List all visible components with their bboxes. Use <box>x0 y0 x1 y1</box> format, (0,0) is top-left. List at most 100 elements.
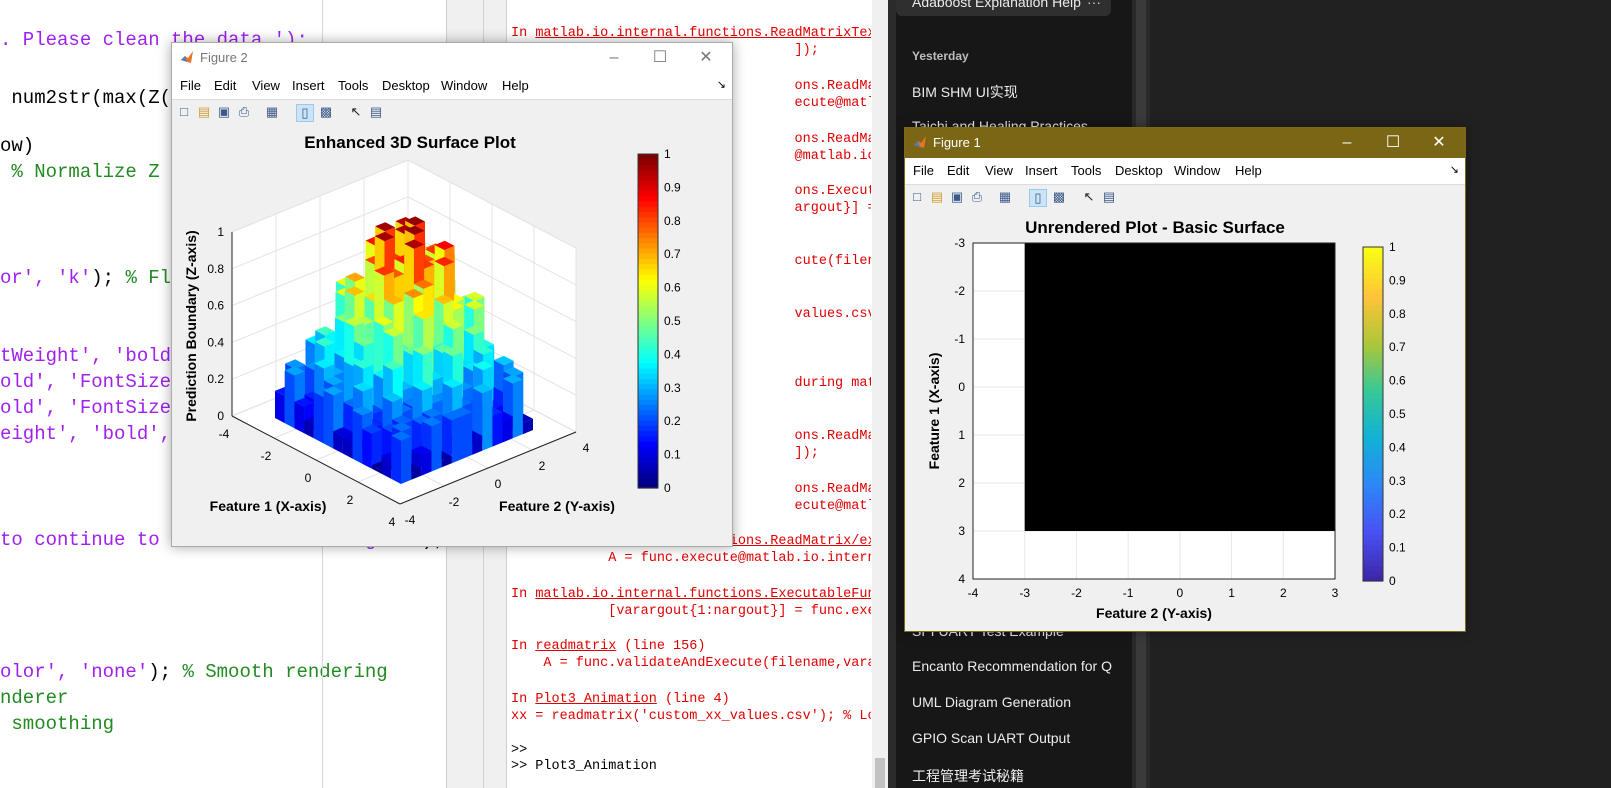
code-line: olor', 'none'); % Smooth rendering <box>0 660 388 684</box>
colorbar-band <box>638 388 658 395</box>
menu-desktop[interactable]: Desktop <box>1115 163 1163 178</box>
stack-trace-link[interactable]: Plot3_Animation <box>535 692 657 707</box>
menu-file[interactable]: File <box>180 78 201 93</box>
menu-window[interactable]: Window <box>1174 163 1221 178</box>
open-file-icon[interactable]: ▤ <box>930 189 944 204</box>
save-icon[interactable]: ▣ <box>217 104 231 119</box>
surface-face <box>344 317 365 327</box>
figure1-titlebar[interactable]: Figure 1 – ☐ ✕ <box>905 128 1465 158</box>
surface-face <box>375 222 395 232</box>
menu-insert[interactable]: Insert <box>1025 163 1058 178</box>
surface-face <box>443 347 463 357</box>
figure2-titlebar[interactable]: Figure 2 – ☐ ✕ <box>172 43 732 73</box>
print-icon[interactable]: ⎙ <box>971 189 983 204</box>
chat-item-top[interactable]: Adaboost Explanation Help ··· <box>896 0 1111 16</box>
pointer-icon[interactable]: ↖ <box>350 104 362 119</box>
menu-edit[interactable]: Edit <box>947 163 970 178</box>
menu-tools[interactable]: Tools <box>338 78 369 93</box>
colorbar-tick-label: 0.4 <box>664 347 681 361</box>
colorbar-band <box>1363 460 1383 467</box>
menu-help[interactable]: Help <box>1235 163 1262 178</box>
command-line: ons.ExecutableFun <box>511 183 871 200</box>
close-button[interactable]: ✕ <box>1432 134 1446 151</box>
colorbar-band <box>1363 267 1383 274</box>
close-button[interactable]: ✕ <box>699 49 713 66</box>
menu-tools[interactable]: Tools <box>1071 163 1102 178</box>
dock-arrow-icon[interactable]: ↘ <box>716 79 726 91</box>
maximize-button[interactable]: ☐ <box>652 49 668 66</box>
y-axis-label: Feature 1 (X-axis) <box>926 353 942 470</box>
surface-face <box>502 416 513 443</box>
colorbar-band <box>1363 481 1383 488</box>
maximize-button[interactable]: ☐ <box>1385 134 1401 151</box>
menu-window[interactable]: Window <box>441 78 488 93</box>
print-icon[interactable]: ⎙ <box>238 104 250 119</box>
surface-face <box>421 450 432 476</box>
surface-face <box>434 256 455 267</box>
stack-trace-link[interactable]: matlab.io.internal.functions.ExecutableF… <box>535 587 871 602</box>
x-tick-label: 4 <box>389 515 396 529</box>
chat-item-6[interactable]: 工程管理考试秘籍 <box>912 768 1024 784</box>
figure1-window[interactable]: Figure 1 – ☐ ✕ File Edit View Insert Too… <box>904 127 1466 632</box>
y-tick-label: -1 <box>954 332 965 346</box>
chat-item-3[interactable]: Encanto Recommendation for Q <box>912 658 1112 674</box>
menu-edit[interactable]: Edit <box>214 78 237 93</box>
menu-insert[interactable]: Insert <box>292 78 325 93</box>
code-line: ow) <box>0 134 34 158</box>
surface-face <box>382 392 403 402</box>
colorbar-band <box>1363 356 1383 363</box>
surface-face <box>371 429 383 469</box>
colorbar-tick-label: 0 <box>1389 574 1396 588</box>
dock-figure-icon[interactable]: ▯ <box>1029 189 1047 207</box>
minimize-button[interactable]: – <box>609 49 619 66</box>
menu-help[interactable]: Help <box>502 78 529 93</box>
figure2-window[interactable]: Figure 2 – ☐ ✕ File Edit View Insert Too… <box>171 42 733 547</box>
new-figure-icon[interactable]: □ <box>180 104 188 119</box>
x-tick-label: -4 <box>219 427 230 441</box>
colorbar-band <box>1363 429 1383 436</box>
surface-face <box>434 240 455 250</box>
surface-face <box>442 411 462 421</box>
ellipsis-icon[interactable]: ··· <box>1087 0 1101 10</box>
colorbar-band <box>1363 539 1383 546</box>
colorbar: 0 0.1 0.2 0.3 0.4 0.5 0.6 0.7 0.8 0.9 1 <box>637 147 681 495</box>
command-window-scrollbar[interactable] <box>872 0 888 788</box>
colorbar-band <box>1363 565 1383 572</box>
open-file-icon[interactable]: ▤ <box>197 104 211 119</box>
new-figure-icon[interactable]: □ <box>913 189 921 204</box>
surface-face <box>323 376 344 386</box>
figure2-menubar: File Edit View Insert Tools Desktop Wind… <box>172 73 732 99</box>
command-text: (line 4) <box>656 692 730 707</box>
chat-item-5[interactable]: GPIO Scan UART Output <box>912 730 1071 746</box>
dock-figure-icon[interactable]: ▯ <box>296 104 314 122</box>
figure2-plot-area[interactable]: Enhanced 3D Surface Plot -4 -2 0 2 4 -4 -2 0 2 4 0 0… <box>172 126 732 546</box>
heatmap-plot[interactable]: Unrendered Plot - Basic Surface -4 -3 -2 -1 0… <box>905 211 1465 631</box>
dock-arrow-icon[interactable]: ↘ <box>1449 164 1459 176</box>
colorbar-band <box>638 274 658 280</box>
menu-file[interactable]: File <box>913 163 934 178</box>
command-line: [varargout{1:nargout}] = func.exe <box>511 603 871 620</box>
chat-item-0[interactable]: BIM SHM UI实现 <box>912 84 1018 100</box>
colorbar-band <box>1363 320 1383 326</box>
command-text: ons.ReadMatrixWit <box>794 482 871 497</box>
chat-item-4[interactable]: UML Diagram Generation <box>912 694 1071 710</box>
menu-desktop[interactable]: Desktop <box>382 78 430 93</box>
property-inspector-icon[interactable]: ▩ <box>319 104 333 119</box>
figure1-plot-area[interactable]: Unrendered Plot - Basic Surface -4 -3 -2 -1 0… <box>905 211 1465 631</box>
stack-trace-link[interactable]: readmatrix <box>535 639 617 654</box>
colorbar-band <box>1363 304 1383 311</box>
pointer-icon[interactable]: ↖ <box>1083 189 1095 204</box>
colorbar-band <box>638 441 658 447</box>
menu-view[interactable]: View <box>985 163 1013 178</box>
legend-icon[interactable]: ▤ <box>369 104 383 119</box>
link-plot-icon[interactable]: ▦ <box>265 104 279 119</box>
surface-face <box>421 417 442 427</box>
link-plot-icon[interactable]: ▦ <box>998 189 1012 204</box>
legend-icon[interactable]: ▤ <box>1102 189 1116 204</box>
save-icon[interactable]: ▣ <box>950 189 964 204</box>
stack-trace-link[interactable]: matlab.io.internal.functions.ReadMatrixT… <box>535 26 871 41</box>
minimize-button[interactable]: – <box>1342 134 1352 151</box>
property-inspector-icon[interactable]: ▩ <box>1052 189 1066 204</box>
menu-view[interactable]: View <box>252 78 280 93</box>
